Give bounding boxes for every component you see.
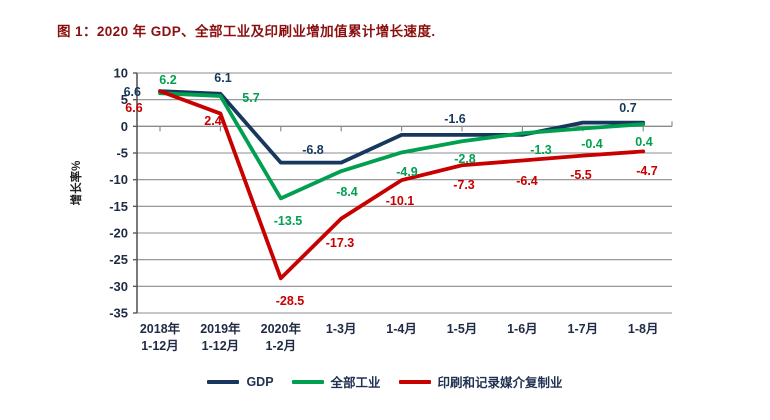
legend-label-industry: 全部工业: [330, 376, 381, 390]
data-label-industry: -4.9: [396, 165, 418, 179]
x-tick-label: 2019年 1-12月: [200, 321, 241, 353]
y-tick-label: -20: [109, 226, 128, 241]
data-label-industry: 5.7: [242, 91, 259, 105]
legend-label-gdp: GDP: [246, 374, 274, 389]
data-label-printing: -28.5: [276, 294, 305, 308]
data-label-gdp: 6.6: [124, 85, 141, 99]
data-label-industry: -1.3: [530, 143, 552, 157]
data-label-industry: -0.4: [581, 137, 603, 151]
x-tick-label: 1-8月: [628, 322, 659, 336]
data-label-gdp: 0.7: [619, 101, 636, 115]
y-tick-label: -15: [109, 199, 128, 214]
legend-item-industry: 全部工业: [291, 372, 381, 391]
legend-swatch-printing: [398, 379, 431, 384]
legend-swatch-gdp: [207, 379, 240, 384]
data-label-gdp: -6.8: [302, 143, 324, 157]
y-tick-label: -35: [109, 306, 128, 321]
series-line-printing: [158, 89, 646, 281]
y-axis-title: 增长率%: [69, 161, 83, 206]
series-line-gdp: [158, 89, 646, 165]
figure-title: 图 1：2020 年 GDP、全部工业及印刷业增加值累计增长速度.: [57, 24, 436, 39]
data-label-printing: -7.3: [453, 178, 475, 192]
data-label-industry: -8.4: [336, 185, 358, 199]
x-tick-label: 1-4月: [386, 322, 417, 336]
data-label-industry: 6.2: [159, 73, 176, 87]
data-label-industry: 0.4: [635, 135, 652, 149]
data-label-gdp: -1.6: [444, 112, 466, 126]
legend-swatch-industry: [291, 379, 324, 384]
data-label-printing: -5.5: [570, 168, 592, 182]
data-label-industry: -2.8: [454, 152, 476, 166]
y-tick-label: 0: [121, 119, 128, 134]
y-tick-label: 5: [121, 92, 128, 107]
data-label-printing: -10.1: [386, 194, 415, 208]
legend-item-gdp: GDP: [207, 374, 274, 389]
data-label-printing: -17.3: [326, 236, 355, 250]
line-chart: 10 5 0 -5 -10 -15 -20 -25 -30 -35 增长率% 2018年 1-12月 20…: [69, 66, 673, 353]
data-label-printing: 6.6: [125, 101, 142, 115]
x-tick-label: 1-3月: [326, 322, 357, 336]
legend-item-printing: 印刷和记录媒介复制业: [398, 372, 563, 391]
data-label-printing: -4.7: [636, 164, 658, 178]
y-tick-label: 10: [114, 66, 128, 81]
data-label-printing: -6.4: [516, 174, 538, 188]
data-label-printing: 2.4: [204, 114, 221, 128]
data-label-industry: -13.5: [274, 214, 303, 228]
x-tick-label: 1-6月: [507, 322, 538, 336]
x-tick-label: 2018年 1-12月: [140, 321, 181, 353]
data-label-gdp: 6.1: [214, 71, 231, 85]
y-tick-label: -5: [116, 146, 128, 161]
legend-label-printing: 印刷和记录媒介复制业: [437, 376, 563, 390]
y-tick-label: -30: [109, 279, 128, 294]
x-tick-label: 1-5月: [447, 322, 478, 336]
x-tick-label: 1-7月: [568, 322, 599, 336]
series-line-industry: [158, 91, 646, 201]
chart-legend: GDP 全部工业 印刷和记录媒介复制业: [0, 372, 770, 391]
x-tick-label: 2020年 1-2月: [261, 321, 302, 353]
y-tick-label: -10: [109, 172, 128, 187]
y-tick-label: -25: [109, 252, 128, 267]
